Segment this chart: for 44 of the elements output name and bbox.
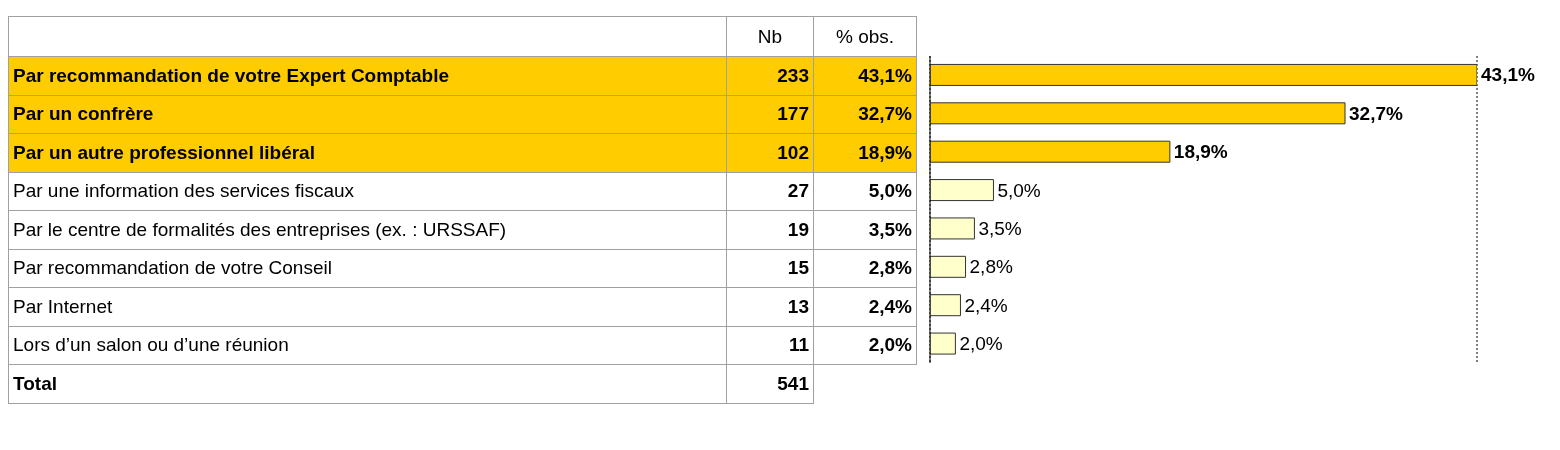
data-label: 3,5% — [813, 210, 917, 249]
text: 11 — [726, 326, 814, 365]
data-label: 32,7% — [813, 95, 917, 134]
y-tick-label: Par Internet — [8, 287, 727, 326]
text: 18,9% — [1173, 141, 1228, 163]
text: 3,5% — [978, 217, 1022, 239]
bar — [930, 255, 967, 278]
bar — [930, 63, 1477, 86]
text: 102 — [726, 133, 814, 172]
text: 541 — [726, 364, 814, 403]
text: 15 — [726, 249, 814, 288]
data-label: 5,0% — [813, 172, 917, 211]
text: 177 — [726, 95, 814, 134]
data-label: 43,1% — [813, 56, 917, 95]
text: 233 — [726, 56, 814, 95]
data-label: 2,0% — [813, 326, 917, 365]
text: 32,7% — [1349, 102, 1403, 124]
bar — [930, 179, 994, 202]
y-tick-label: Par le centre de formalités des entreprises (ex. : URSSAF) — [8, 210, 727, 249]
bar — [930, 102, 1346, 125]
data-label: 18,9% — [813, 133, 917, 172]
text: 43,1% — [1481, 64, 1535, 86]
text: % obs. — [813, 16, 917, 57]
data-label: 2,4% — [813, 287, 917, 326]
bar — [930, 217, 975, 240]
bar — [930, 332, 956, 355]
y-tick-label: Par un confrère — [8, 95, 727, 134]
y-tick-label: Par une information des services fiscaux — [8, 172, 727, 211]
y-tick-label: Par recommandation de votre Expert Comptable — [8, 56, 727, 95]
text: 19 — [726, 210, 814, 249]
y-tick-label: Par recommandation de votre Conseil — [8, 249, 727, 288]
text: 2,4% — [964, 294, 1008, 316]
text: Nb — [726, 16, 814, 57]
text: Total — [8, 364, 727, 403]
text: 5,0% — [997, 179, 1041, 201]
y-tick-label: Lors d’un salon ou d’une réunion — [8, 326, 727, 365]
y-tick-label: Par un autre professionnel libéral — [8, 133, 727, 172]
text: 13 — [726, 287, 814, 326]
text: 27 — [726, 172, 814, 211]
bar — [930, 294, 961, 317]
text: 2,0% — [959, 333, 1003, 355]
bar — [930, 140, 1171, 163]
text: 2,8% — [969, 256, 1013, 278]
data-label: 2,8% — [813, 249, 917, 288]
